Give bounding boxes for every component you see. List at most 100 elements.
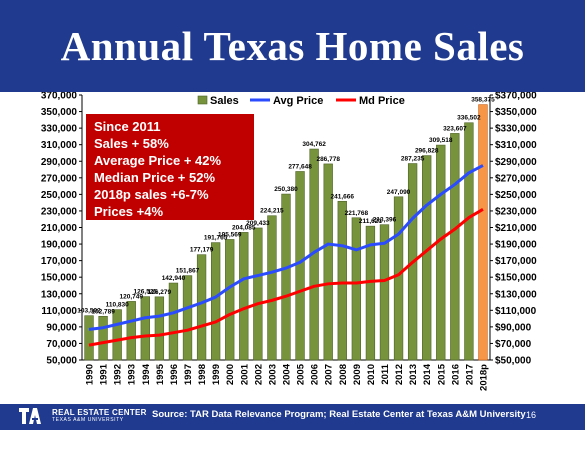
sales-data-label: 241,666 [331, 193, 355, 200]
left-tick-label: 230,000 [41, 206, 78, 217]
sales-data-label: 296,828 [415, 148, 439, 155]
category-label: 2012 [394, 364, 405, 385]
sales-bar [267, 215, 277, 361]
right-tick-label: $130,000 [495, 289, 537, 300]
right-tick-label: $350,000 [495, 107, 537, 118]
category-label: 2007 [324, 364, 335, 385]
category-label: 2005 [296, 363, 307, 385]
category-label: 2000 [225, 364, 236, 385]
sales-bar [478, 104, 488, 361]
source-note: Source: TAR Data Relevance Program; Real… [152, 409, 526, 420]
left-tick-label: 350,000 [41, 107, 78, 118]
sales-data-label: 120,749 [119, 293, 143, 300]
legend-label-avg: Avg Price [273, 95, 323, 107]
category-label: 2003 [267, 364, 278, 385]
sales-data-label: 277,648 [288, 163, 312, 170]
left-tick-label: 70,000 [46, 339, 77, 350]
sales-bar [225, 239, 235, 361]
left-tick-label: 270,000 [41, 173, 78, 184]
right-tick-label: $290,000 [495, 157, 537, 168]
sales-data-label: 209,433 [246, 220, 270, 227]
sales-data-label: 224,215 [260, 208, 284, 215]
sales-data-label: 250,380 [274, 186, 298, 193]
sales-data-label: 110,830 [106, 302, 130, 309]
callout-line: 2018p sales +6-7% [94, 187, 209, 202]
sales-data-label: 177,179 [190, 247, 214, 254]
right-tick-label: $90,000 [495, 322, 532, 333]
left-tick-label: 170,000 [41, 256, 78, 267]
sales-bar [436, 144, 446, 361]
sales-data-label: 151,867 [176, 268, 200, 275]
category-label: 2004 [282, 363, 293, 385]
sales-bar [393, 196, 404, 361]
title-banner: Annual Texas Home Sales [0, 0, 585, 92]
sales-bar [295, 171, 305, 361]
sales-bar [196, 254, 207, 361]
callout-line: Sales + 58% [94, 136, 169, 151]
sales-data-label: 286,778 [316, 156, 340, 163]
org-name: REAL ESTATE CENTER [52, 408, 147, 417]
callout-line: Since 2011 [94, 119, 161, 134]
right-tick-label: $210,000 [495, 223, 537, 234]
chart-area: 370,000 350,000 330,000 310,000 290,000 270,0… [0, 92, 585, 404]
left-tick-label: 290,000 [41, 157, 78, 168]
sales-bar [210, 242, 221, 361]
sales-data-label: 103,502 [77, 308, 101, 315]
category-label: 2006 [310, 364, 321, 385]
right-tick-label: $310,000 [495, 140, 537, 151]
sales-bar [365, 225, 376, 361]
slide-title: Annual Texas Home Sales [60, 23, 525, 69]
summary-callout: Since 2011 Sales + 58% Average Price + 4… [86, 114, 254, 220]
category-label: 1990 [85, 364, 96, 385]
category-label: 1996 [169, 364, 180, 385]
sales-bar [351, 217, 362, 361]
left-tick-label: 190,000 [41, 240, 78, 251]
sales-data-label: 204,085 [232, 224, 256, 231]
sales-data-label: 213,396 [373, 217, 397, 224]
category-label: 1992 [113, 364, 124, 385]
category-label: 2001 [239, 363, 250, 385]
sales-bar [140, 296, 150, 361]
left-tick-label: 110,000 [41, 306, 77, 317]
legend-label-md: Md Price [359, 95, 405, 107]
right-tick-label: $330,000 [495, 124, 537, 135]
sales-chart: 370,000 350,000 330,000 310,000 290,000 270,0… [41, 92, 537, 391]
sales-bar [168, 282, 179, 361]
right-tick-label: $50,000 [495, 356, 532, 367]
sales-bar [126, 301, 136, 361]
sales-data-label: 287,235 [401, 156, 425, 163]
right-tick-label: $370,000 [495, 92, 537, 102]
left-tick-label: 50,000 [46, 356, 77, 367]
avg-price-line [88, 164, 484, 331]
category-label: 2018p [478, 364, 489, 391]
sales-bar [450, 133, 460, 361]
category-label: 1991 [99, 363, 110, 385]
org-subtitle: TEXAS A&M UNIVERSITY [52, 417, 124, 423]
sales-data-label: 211,621 [359, 218, 383, 225]
right-tick-label: $170,000 [495, 256, 537, 267]
right-tick-label: $190,000 [495, 240, 537, 251]
sales-data-label: 309,518 [429, 137, 453, 144]
sales-data-label: 126,279 [148, 289, 172, 296]
sales-bar [379, 224, 390, 361]
sales-data-label: 358,375 [471, 97, 495, 104]
category-label: 1995 [155, 363, 166, 385]
left-tick-label: 210,000 [41, 223, 78, 234]
category-label: 2010 [366, 364, 377, 385]
sales-bar [323, 163, 333, 361]
sales-bar [422, 155, 432, 361]
legend-label-sales: Sales [210, 95, 239, 107]
sales-data-label: 195,569 [218, 231, 242, 238]
sales-data-label: 191,765 [204, 235, 228, 242]
left-tick-label: 250,000 [41, 190, 78, 201]
callout-line: Average Price + 42% [94, 153, 222, 168]
callout-line: Prices +4% [94, 204, 164, 219]
sales-bar [98, 315, 108, 361]
right-tick-label: $150,000 [495, 273, 537, 284]
category-label: 2013 [408, 364, 419, 385]
right-tick-label: $70,000 [495, 339, 532, 350]
right-tick-label: $270,000 [495, 173, 537, 184]
sales-data-label: 126,525 [134, 289, 158, 296]
sales-data-label: 304,762 [302, 141, 326, 148]
sales-bar [154, 296, 165, 361]
